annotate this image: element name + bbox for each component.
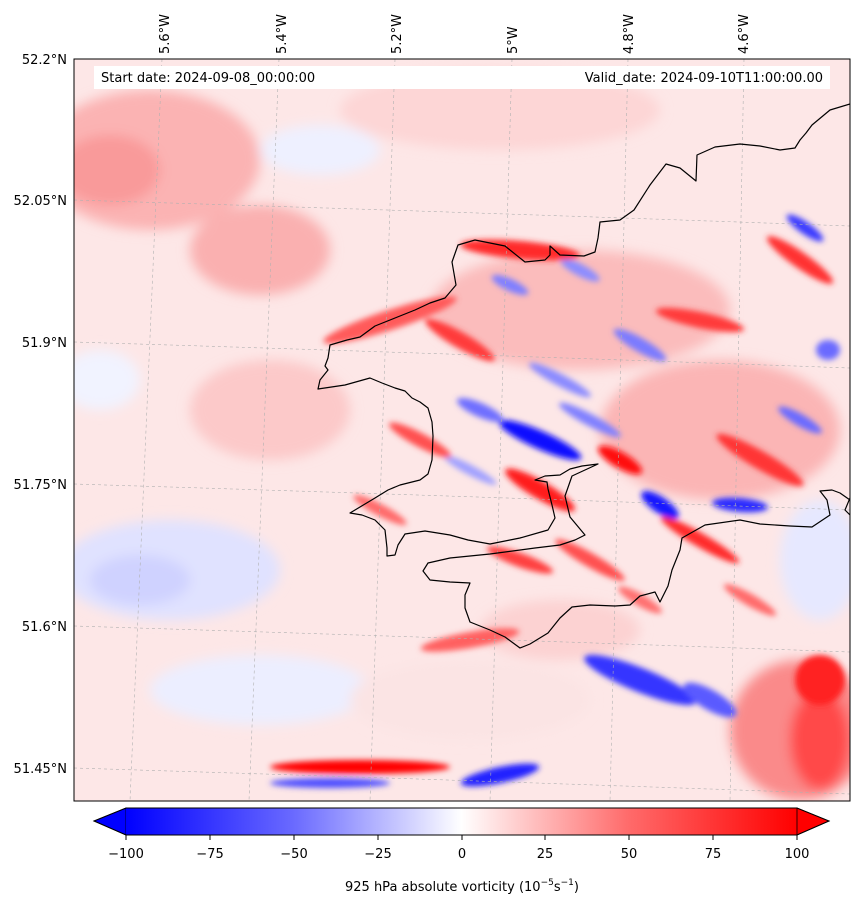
meridian-line [489, 59, 513, 801]
meridian-line [369, 59, 396, 801]
parallel-line [74, 767, 850, 795]
colorbar-tick-label: 75 [705, 847, 722, 862]
lat-label: 52.05°N [14, 194, 67, 209]
start-date-text: Start date: 2024-09-08_00:00:00 [101, 71, 315, 86]
lat-label: 51.75°N [14, 478, 67, 493]
parallel-line [74, 341, 850, 369]
lat-label: 52.2°N [22, 53, 67, 68]
coastline-north [317, 103, 850, 649]
colorbar-tick-label: 0 [458, 847, 466, 862]
lon-label: 5.4°W [275, 14, 290, 54]
lat-label: 51.9°N [22, 336, 67, 351]
lon-label: 4.6°W [737, 14, 752, 54]
colorbar-title-mid: s [554, 880, 561, 895]
lon-label: 5.2°W [390, 14, 405, 54]
lat-label: 51.45°N [14, 762, 67, 777]
lon-label: 4.8°W [622, 14, 637, 54]
colorbar-tick-label: −75 [196, 847, 223, 862]
colorbar-title-end: ) [574, 880, 579, 895]
colorbar-title: 925 hPa absolute vorticity (10−5s−1) [345, 878, 579, 895]
colorbar-ticks [125, 835, 798, 840]
coastlines [317, 103, 850, 649]
map-frame [73, 58, 851, 802]
colorbar-tick-labels: −100 −75 −50 −25 0 25 50 75 100 [108, 847, 809, 862]
colorbar-extend-min [92, 807, 127, 836]
longitude-labels: 5.6°W 5.4°W 5.2°W 5°W 4.8°W 4.6°W [158, 14, 752, 54]
map-area: Start date: 2024-09-08_00:00:00 Valid_da… [74, 59, 850, 801]
graticule [74, 59, 850, 801]
coastline-island [844, 497, 850, 516]
meridian-line [248, 59, 280, 801]
colorbar-tick-label: 25 [537, 847, 554, 862]
colorbar-tick-label: −100 [108, 847, 144, 862]
colorbar: −100 −75 −50 −25 0 25 50 75 100 925 hPa … [92, 807, 831, 895]
lat-label: 51.6°N [22, 620, 67, 635]
latitude-labels: 52.2°N 52.05°N 51.9°N 51.75°N 51.6°N 51.… [14, 53, 67, 777]
meridian-line [129, 59, 163, 801]
meridian-line [729, 59, 745, 801]
colorbar-gradient [126, 808, 797, 835]
lon-label: 5°W [506, 26, 521, 54]
colorbar-extend-max [796, 807, 831, 836]
parallel-line [74, 483, 850, 511]
colorbar-tick-label: 100 [785, 847, 810, 862]
colorbar-title-exp2: −1 [561, 878, 574, 888]
colorbar-tick-label: −25 [364, 847, 391, 862]
valid-date-text: Valid_date: 2024-09-10T11:00:00.00 [585, 71, 823, 86]
colorbar-title-main: 925 hPa absolute vorticity (10 [345, 880, 541, 895]
colorbar-tick-label: −50 [280, 847, 307, 862]
parallel-line [74, 199, 850, 227]
meridian-line [609, 59, 629, 801]
vorticity-streaks [270, 214, 845, 788]
colorbar-title-exp1: −5 [541, 878, 554, 888]
info-box [94, 66, 830, 89]
parallel-line [74, 625, 850, 653]
colorbar-tick-label: 50 [621, 847, 638, 862]
lon-label: 5.6°W [158, 14, 173, 54]
